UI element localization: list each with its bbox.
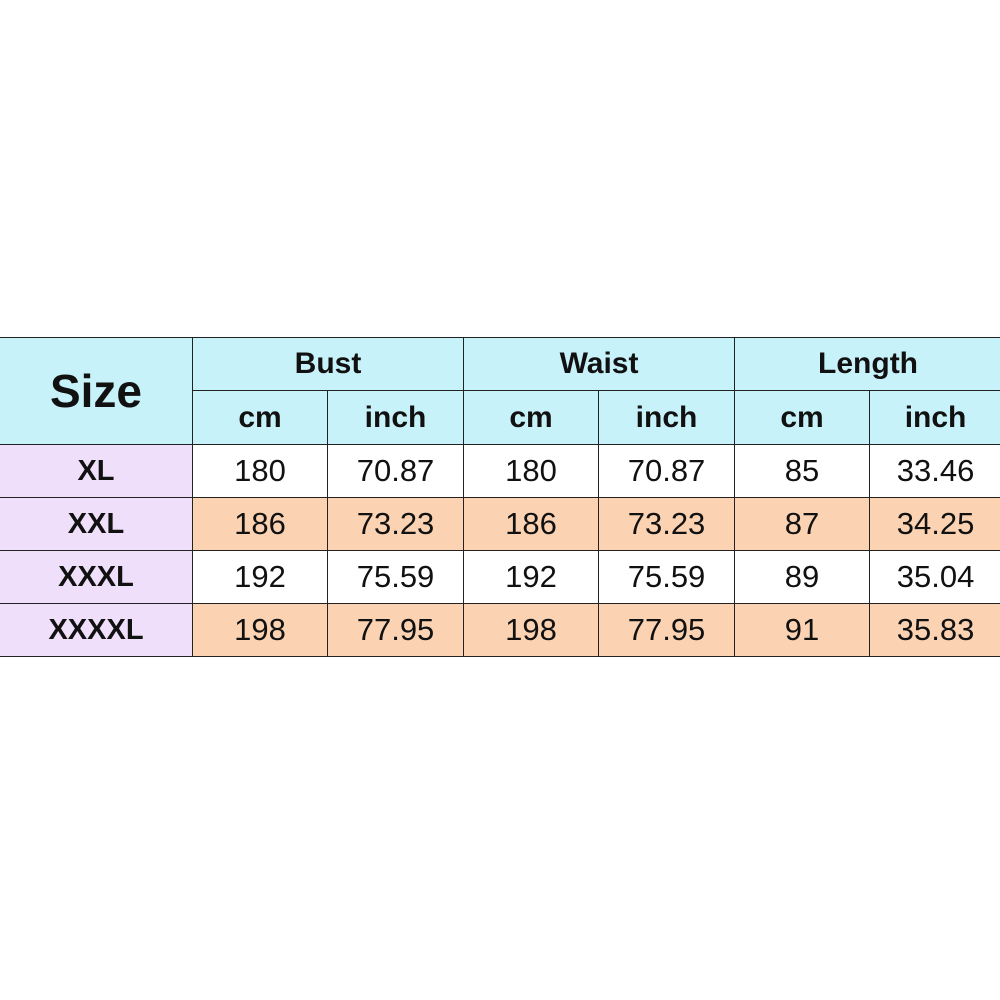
value-cell: 35.83 (869, 603, 1000, 657)
value-cell: 186 (463, 497, 600, 551)
header-row-groups: Size Bust Waist Length (0, 337, 1000, 445)
value-cell: 180 (463, 444, 600, 498)
unit-header: cm (192, 390, 328, 445)
waist-header: Waist (463, 337, 736, 391)
value-cell: 75.59 (598, 550, 736, 604)
size-header: Size (0, 337, 193, 445)
unit-header: cm (463, 390, 600, 445)
table-row: XXXL 192 75.59 192 75.59 89 35.04 (0, 550, 1000, 604)
unit-header: cm (734, 390, 871, 445)
value-cell: 87 (734, 497, 871, 551)
length-header: Length (734, 337, 1000, 391)
unit-header: inch (598, 390, 736, 445)
size-cell: XL (0, 444, 193, 498)
value-cell: 198 (463, 603, 600, 657)
value-cell: 85 (734, 444, 871, 498)
table-row: XXL 186 73.23 186 73.23 87 34.25 (0, 497, 1000, 551)
value-cell: 75.59 (326, 550, 465, 604)
table-row: XL 180 70.87 180 70.87 85 33.46 (0, 444, 1000, 498)
bust-header: Bust (191, 337, 465, 391)
unit-header: inch (869, 390, 1000, 445)
value-cell: 70.87 (326, 444, 465, 498)
value-cell: 180 (192, 444, 328, 498)
table-row: XXXXL 198 77.95 198 77.95 91 35.83 (0, 603, 1000, 657)
size-chart-table: Size Bust Waist Length cm inch cm inch c… (0, 337, 1000, 657)
value-cell: 192 (463, 550, 600, 604)
value-cell: 33.46 (869, 444, 1000, 498)
value-cell: 35.04 (869, 550, 1000, 604)
value-cell: 192 (192, 550, 328, 604)
value-cell: 73.23 (326, 497, 465, 551)
value-cell: 77.95 (326, 603, 465, 657)
size-cell: XXL (0, 497, 193, 551)
unit-header: inch (326, 390, 465, 445)
size-cell: XXXL (0, 550, 193, 604)
value-cell: 70.87 (598, 444, 736, 498)
value-cell: 186 (192, 497, 328, 551)
value-cell: 91 (734, 603, 871, 657)
value-cell: 73.23 (598, 497, 736, 551)
header-row-units: cm inch cm inch cm inch (0, 390, 1000, 445)
value-cell: 77.95 (598, 603, 736, 657)
value-cell: 34.25 (869, 497, 1000, 551)
size-cell: XXXXL (0, 603, 193, 657)
value-cell: 89 (734, 550, 871, 604)
value-cell: 198 (192, 603, 328, 657)
